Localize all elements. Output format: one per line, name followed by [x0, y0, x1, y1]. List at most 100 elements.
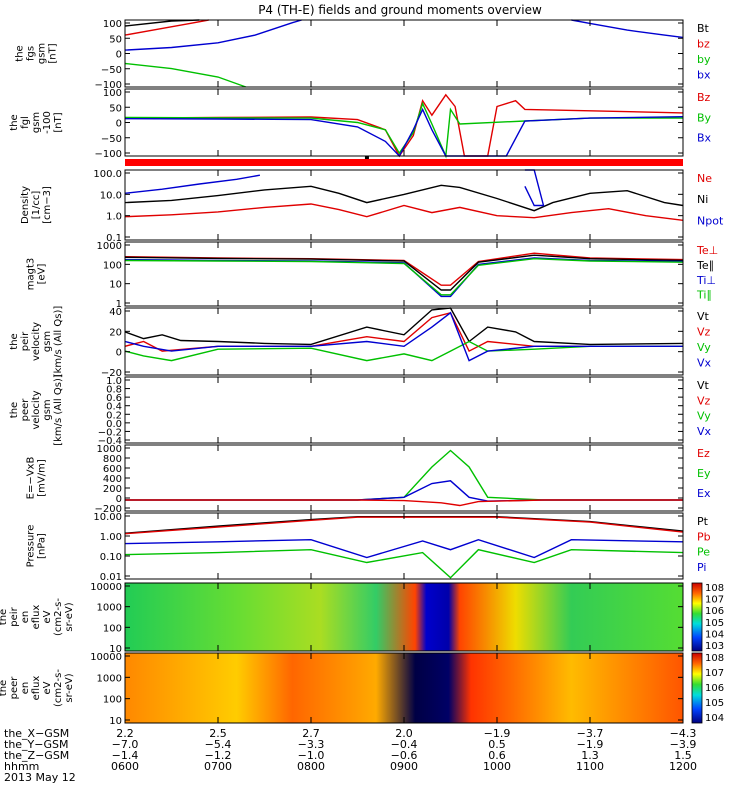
- y-tick-label: 0: [116, 348, 122, 359]
- panel-fgs: 100 50 0 −50 −100 the fgs gsm [nT] Bt bz by bx: [15, 19, 711, 91]
- colorbar-label: 103: [705, 641, 724, 652]
- x-tick-label: −1.9: [484, 727, 511, 740]
- legend-peir_vel-Vx: Vx: [697, 357, 712, 370]
- y-axis-label: peer: [20, 398, 31, 422]
- chart-title: P4 (TH-E) fields and ground moments over…: [258, 3, 542, 17]
- legend-density-Ni: Ni: [697, 193, 708, 206]
- y-axis-label: fgs: [26, 46, 37, 61]
- series-fgl-Bx: [124, 107, 684, 158]
- legend-temp-Ti⊥: Ti⊥: [696, 274, 716, 287]
- y-axis-label: eV: [42, 610, 53, 623]
- y-axis-label: E=−VxB: [26, 457, 37, 500]
- y-axis-label: (cm2-s-: [53, 669, 64, 707]
- y-axis-label: [nPa]: [37, 533, 48, 559]
- y-tick-label: 100.0: [93, 169, 122, 180]
- x-tick-label: −3.3: [298, 738, 325, 751]
- y-axis-label: (cm2-s-: [53, 598, 64, 636]
- panel-pressure: 10.00 1.00 0.10 0.01 Pressure [nPa] Pt Pb Pe Pi: [26, 512, 711, 583]
- y-axis-label: velocity: [31, 322, 42, 361]
- date-label: 2013 May 12: [4, 771, 76, 784]
- y-axis-label: gsm: [42, 331, 53, 352]
- spectrogram-peir_spec: [125, 583, 683, 651]
- y-tick-label: 800: [103, 454, 122, 465]
- x-tick-label: −3.7: [577, 727, 604, 740]
- y-axis-label: the: [9, 402, 20, 418]
- y-axis-label: the: [0, 609, 9, 625]
- y-tick-label: −100: [95, 149, 122, 160]
- legend-fgs-bx: bx: [697, 69, 711, 82]
- legend-peer_vel-Vy: Vy: [697, 410, 711, 423]
- colorbar-peir_spec: [691, 582, 703, 652]
- y-axis-label: Density: [20, 186, 31, 224]
- legend-fgl-Bx: Bx: [697, 132, 712, 145]
- y-tick-label: 400: [103, 474, 122, 485]
- y-axis-label: eV: [42, 681, 53, 694]
- y-tick-label: 100: [103, 88, 122, 99]
- y-axis-label: the: [9, 114, 20, 130]
- y-axis-label: [1/cc]: [31, 191, 42, 220]
- y-tick-label: 0.4: [106, 402, 122, 413]
- x-axis-row-label: the_Y−GSM: [4, 738, 69, 751]
- colorbar-label: 104: [705, 713, 724, 724]
- x-tick-label: −1.2: [205, 749, 232, 762]
- legend-fgl-By: By: [697, 111, 712, 124]
- y-tick-label: 1000: [97, 673, 122, 684]
- y-tick-label: 1000: [97, 241, 122, 252]
- y-axis-label: gsm: [42, 399, 53, 420]
- y-tick-label: 1.0: [106, 376, 122, 387]
- legend-fgs-bz: bz: [697, 38, 710, 51]
- y-tick-label: 0.2: [106, 410, 122, 421]
- legend-temp-Te⊥: Te⊥: [696, 244, 718, 257]
- y-axis-label: [km/s (All Qs)]: [53, 374, 64, 446]
- y-axis-label: sr-eV): [64, 673, 75, 702]
- legend-density-Ne: Ne: [697, 172, 712, 185]
- x-tick-label: 0800: [297, 760, 325, 773]
- y-axis-label: en: [20, 682, 31, 695]
- legend-efield-Ez: Ez: [697, 447, 710, 460]
- colorbar-label: 104: [705, 629, 724, 640]
- x-axis-row-label: the_X−GSM: [4, 727, 69, 740]
- x-tick-label: −4.3: [670, 727, 697, 740]
- y-tick-label: 200: [103, 484, 122, 495]
- x-tick-label: −1.4: [112, 749, 139, 762]
- y-axis-label: eflux: [31, 676, 42, 701]
- colorbar-label: 108: [705, 583, 724, 594]
- x-tick-label: 2.7: [302, 727, 320, 740]
- y-axis-label: Pressure: [26, 525, 37, 568]
- orbit-bar: [125, 159, 683, 166]
- x-tick-label: −0.6: [391, 749, 418, 762]
- x-tick-label: −7.0: [112, 738, 139, 751]
- legend-peir_vel-Vt: Vt: [697, 310, 710, 323]
- x-tick-label: 0600: [111, 760, 139, 773]
- legend-peer_vel-Vt: Vt: [697, 379, 710, 392]
- y-axis-label: [nT]: [53, 112, 64, 132]
- legend-efield-Ey: Ey: [697, 467, 711, 480]
- y-tick-label: 0: [116, 494, 122, 505]
- x-axis-row-label: hhmm: [4, 760, 39, 773]
- x-tick-label: −1.0: [298, 749, 325, 762]
- legend-peer_vel-Vz: Vz: [697, 394, 711, 407]
- y-tick-label: 0: [116, 50, 122, 61]
- series-temp-Te∥: [124, 254, 684, 291]
- y-axis-label: gsm: [31, 112, 42, 133]
- colorbar-peer_spec: [691, 652, 703, 724]
- x-tick-label: 0700: [204, 760, 232, 773]
- y-tick-label: 40: [109, 307, 122, 318]
- y-axis-label: peer: [9, 676, 20, 700]
- y-tick-label: 10.0: [100, 190, 122, 201]
- y-tick-label: 10000: [90, 652, 122, 663]
- spectrogram-peer_spec: [125, 653, 683, 723]
- legend-peer_vel-Vx: Vx: [697, 425, 712, 438]
- y-axis-label: sr-eV): [64, 602, 75, 631]
- colorbar-label: 108: [705, 653, 724, 664]
- series-peir_vel-Vx: [124, 311, 683, 362]
- series-pressure-Pb: [124, 516, 684, 535]
- y-tick-label: 0.0: [106, 419, 122, 430]
- series-fgl-By: [124, 101, 683, 159]
- x-axis-row-label: the_Z−GSM: [4, 749, 69, 762]
- colorbar-label: 107: [705, 595, 724, 606]
- y-tick-label: 1000: [97, 603, 122, 614]
